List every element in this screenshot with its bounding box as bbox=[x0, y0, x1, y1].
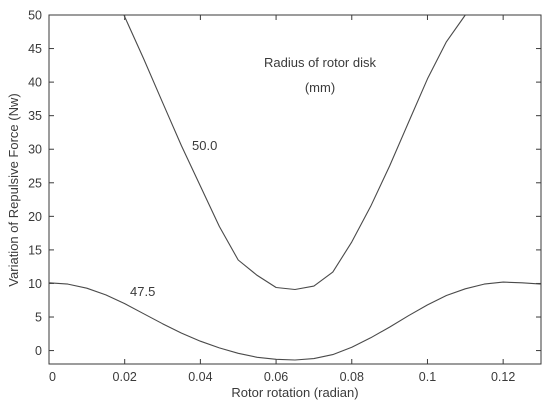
x-tick-label: 0.06 bbox=[264, 370, 288, 384]
y-tick-label: 50 bbox=[28, 9, 42, 23]
y-tick-label: 10 bbox=[28, 277, 42, 291]
x-tick-label: 0.08 bbox=[340, 370, 364, 384]
y-tick-label: 30 bbox=[28, 143, 42, 157]
series-label-47-5: 47.5 bbox=[130, 284, 155, 299]
y-tick-label: 40 bbox=[28, 76, 42, 90]
y-tick-label: 20 bbox=[28, 210, 42, 224]
y-tick-label: 15 bbox=[28, 243, 42, 257]
x-axis-label: Rotor rotation (radian) bbox=[231, 385, 358, 400]
y-axis-ticks: 0 5 10 15 20 25 30 35 40 45 50 bbox=[28, 9, 541, 358]
series-label-50: 50.0 bbox=[192, 138, 217, 153]
series-layer bbox=[48, 14, 542, 361]
plot-frame bbox=[48, 14, 542, 365]
series-line-1 bbox=[48, 281, 542, 361]
y-tick-label: 0 bbox=[35, 344, 42, 358]
x-tick-label: 0 bbox=[49, 370, 56, 384]
y-axis-label: Variation of Repulsive Force (Nw) bbox=[6, 93, 21, 286]
x-tick-label: 0.02 bbox=[113, 370, 137, 384]
annotation-title-line2: (mm) bbox=[305, 80, 335, 95]
series-line-0 bbox=[123, 14, 466, 291]
y-tick-label: 35 bbox=[28, 109, 42, 123]
x-axis-ticks: 0 0.02 0.04 0.06 0.08 0.1 0.12 bbox=[48, 15, 515, 384]
x-tick-label: 0.1 bbox=[419, 370, 436, 384]
y-tick-label: 25 bbox=[28, 176, 42, 190]
annotation-title-line1: Radius of rotor disk bbox=[264, 55, 376, 70]
x-tick-label: 0.12 bbox=[491, 370, 515, 384]
y-tick-label: 5 bbox=[35, 311, 42, 325]
y-tick-label: 45 bbox=[28, 42, 42, 56]
x-tick-label: 0.04 bbox=[188, 370, 212, 384]
